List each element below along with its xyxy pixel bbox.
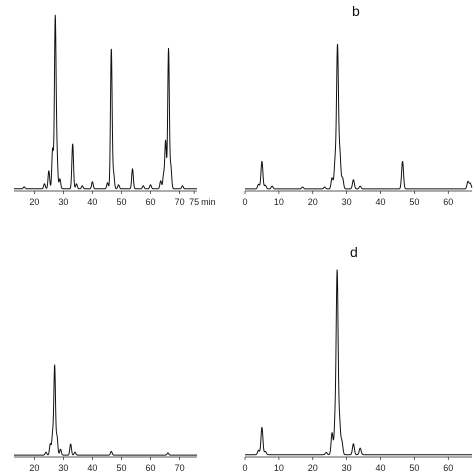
x-tick-label: 30 [342, 197, 352, 207]
x-tick-label: 30 [342, 463, 352, 473]
x-tick-label: 50 [409, 463, 419, 473]
x-tick-label: 20 [29, 463, 39, 473]
chromatogram-trace [244, 269, 473, 456]
x-tick-label: 60 [443, 463, 453, 473]
x-tick-label: 75 [189, 197, 199, 207]
x-tick-label: 30 [58, 197, 68, 207]
chromatogram-trace [13, 14, 198, 190]
x-tick-label: 60 [443, 197, 453, 207]
x-tick-label: 20 [308, 463, 318, 473]
x-tick-label: 0 [242, 197, 247, 207]
x-tick-label: 40 [376, 197, 386, 207]
x-tick-label: 20 [308, 197, 318, 207]
panel-b-letter: b [352, 3, 360, 19]
x-tick-label: 40 [376, 463, 386, 473]
x-tick-label: 50 [116, 463, 126, 473]
x-tick-label: 60 [146, 463, 156, 473]
panel-a-chromatogram: 20 30 40 50 60 70 75 min [13, 14, 216, 207]
chromatogram-trace [244, 43, 473, 190]
x-tick-label: 70 [175, 197, 185, 207]
x-tick-label: 40 [87, 197, 97, 207]
panel-c-chromatogram: 20 30 40 50 60 70 [13, 364, 198, 473]
x-tick-label: 40 [87, 463, 97, 473]
x-tick-label: 10 [274, 197, 284, 207]
panel-d-chromatogram: 0 10 20 30 40 50 60 [242, 269, 473, 473]
x-tick-label: 30 [58, 463, 68, 473]
x-tick-label: 60 [146, 197, 156, 207]
panel-b-chromatogram: 0 10 20 30 40 50 60 [242, 43, 473, 207]
x-tick-label: 50 [116, 197, 126, 207]
x-tick-label: 70 [175, 463, 185, 473]
x-tick-label: 20 [29, 197, 39, 207]
x-tick-label: 50 [409, 197, 419, 207]
panel-d-letter: d [350, 244, 358, 260]
chromatogram-trace [13, 364, 198, 456]
x-tick-label: 10 [274, 463, 284, 473]
x-tick-label: 0 [242, 463, 247, 473]
x-axis-unit-label: min [201, 197, 216, 207]
